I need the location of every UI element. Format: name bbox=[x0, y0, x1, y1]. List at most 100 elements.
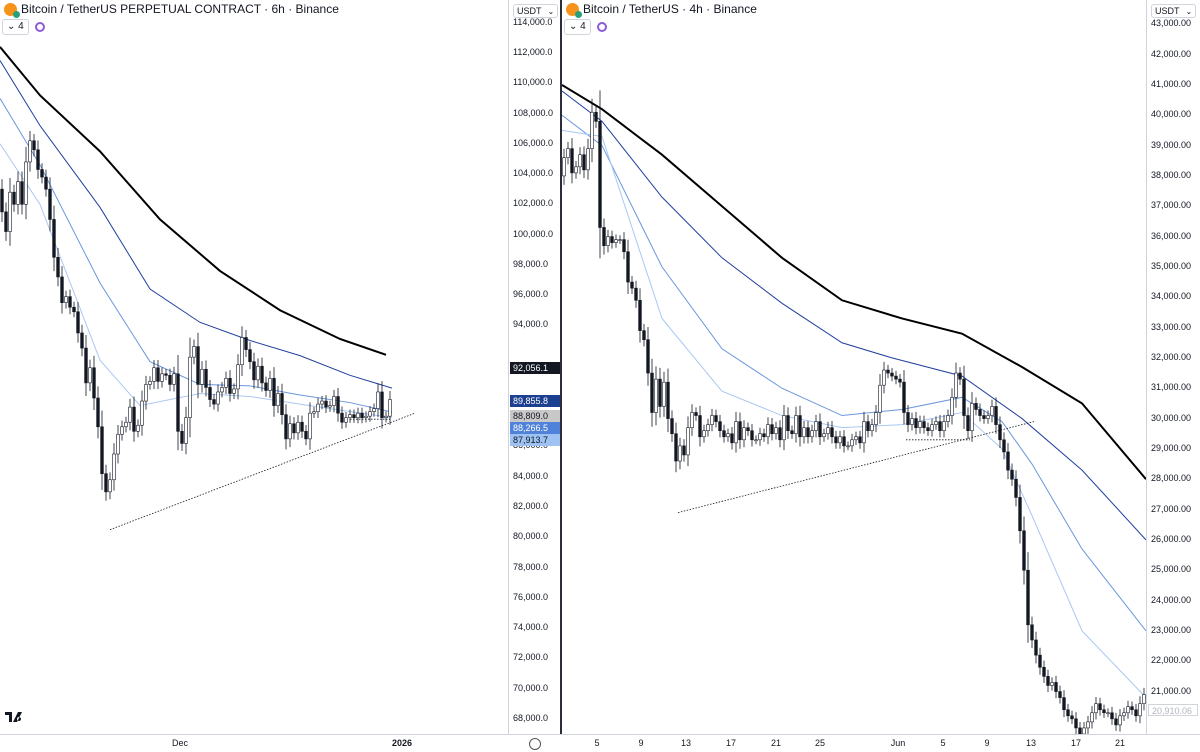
candle-body bbox=[1086, 721, 1090, 729]
candle-body bbox=[244, 337, 248, 350]
candle-body bbox=[168, 375, 172, 385]
candle-body bbox=[862, 421, 866, 444]
candle-body bbox=[200, 368, 204, 385]
candle-body bbox=[296, 421, 300, 434]
candle-body bbox=[356, 412, 360, 418]
candle-body bbox=[324, 400, 328, 408]
candle-body bbox=[966, 415, 970, 431]
candle-body bbox=[84, 347, 88, 384]
candle-body bbox=[606, 236, 610, 246]
pane-divider[interactable] bbox=[560, 0, 562, 751]
moving-average-line bbox=[562, 84, 1146, 480]
time-tick-label: 5 bbox=[594, 738, 600, 748]
candle-body bbox=[630, 281, 634, 289]
indicators-toggle[interactable]: ⌄ 4 bbox=[2, 19, 29, 35]
candle-body bbox=[990, 406, 994, 416]
price-tick-label: 98,000.0 bbox=[513, 258, 549, 269]
candle-body bbox=[176, 373, 180, 432]
time-tick-label: 2026 bbox=[391, 738, 413, 748]
candle-body bbox=[1142, 694, 1146, 704]
candle-body bbox=[360, 412, 364, 418]
moving-average-line bbox=[0, 143, 393, 418]
candle-body bbox=[232, 388, 236, 394]
candle-body bbox=[666, 381, 670, 419]
candle-body bbox=[1098, 703, 1102, 711]
candle-body bbox=[866, 421, 870, 431]
right-chart-canvas[interactable] bbox=[562, 0, 1146, 734]
candle-body bbox=[112, 453, 116, 481]
left-chart-canvas[interactable] bbox=[0, 0, 508, 734]
right-unit-selector[interactable]: USDT ⌄ bbox=[1151, 4, 1197, 18]
price-tick-label: 80,000.0 bbox=[513, 531, 549, 542]
candle-body bbox=[562, 157, 566, 177]
price-tick-label: 76,000.0 bbox=[513, 591, 549, 602]
candle-body bbox=[236, 364, 240, 390]
candle-body bbox=[690, 412, 694, 428]
time-tick-label: 25 bbox=[814, 738, 826, 748]
trendline[interactable] bbox=[677, 421, 1035, 513]
replay-icon[interactable] bbox=[596, 22, 607, 32]
price-tick-label: 100,000.0 bbox=[513, 228, 554, 239]
candle-body bbox=[814, 421, 818, 431]
candle-body bbox=[602, 227, 606, 246]
time-tick-label: 21 bbox=[770, 738, 782, 748]
candle-body bbox=[846, 445, 850, 448]
candle-body bbox=[830, 427, 834, 438]
price-tick-label: 102,000.0 bbox=[513, 198, 554, 209]
candle-body bbox=[746, 427, 750, 431]
time-axis[interactable]: Dec 2026 5 9 13 17 21 25 Jun 5 9 13 17 21 bbox=[0, 734, 1200, 752]
candle-body bbox=[208, 387, 212, 400]
candle-body bbox=[152, 367, 156, 382]
candle-body bbox=[646, 339, 650, 374]
candle-body bbox=[60, 276, 64, 303]
candle-body bbox=[192, 346, 196, 358]
candle-body bbox=[316, 403, 320, 412]
replay-icon[interactable] bbox=[34, 22, 45, 32]
left-price-scale[interactable]: USDT ⌄ 68,000.0 70,000.0 72,000.0 74,000.0 76… bbox=[508, 0, 563, 751]
candle-body bbox=[886, 369, 890, 374]
right-price-scale[interactable]: USDT ⌄ 21,000.00 22,000.00 23,000.00 24,000.… bbox=[1146, 0, 1200, 751]
candle-body bbox=[40, 169, 44, 178]
price-tick-label: 21,000.00 bbox=[1151, 685, 1192, 696]
trendline[interactable] bbox=[109, 412, 416, 531]
candle-body bbox=[252, 361, 256, 381]
price-tick-label: 22,000.00 bbox=[1151, 655, 1192, 666]
indicator-count: 4 bbox=[18, 21, 24, 32]
candle-body bbox=[1054, 682, 1058, 692]
right-chart-title[interactable]: Bitcoin / TetherUS · 4h · Binance bbox=[583, 2, 757, 16]
candle-body bbox=[164, 373, 168, 376]
candle-body bbox=[1066, 709, 1070, 717]
candle-body bbox=[196, 346, 200, 385]
candle-body bbox=[284, 414, 288, 440]
candle-body bbox=[372, 408, 376, 412]
candle-body bbox=[922, 421, 926, 428]
candle-body bbox=[682, 445, 686, 456]
tradingview-logo-icon[interactable] bbox=[4, 708, 26, 724]
time-tick-label: 5 bbox=[940, 738, 946, 748]
candle-body bbox=[76, 311, 80, 334]
candle-body bbox=[1094, 703, 1098, 714]
candle-body bbox=[726, 433, 730, 438]
left-chart-title[interactable]: Bitcoin / TetherUS PERPETUAL CONTRACT · … bbox=[21, 2, 339, 16]
candle-body bbox=[240, 337, 244, 366]
price-tick-label: 40,000.00 bbox=[1151, 109, 1192, 120]
time-tick-label: Jun bbox=[890, 738, 906, 748]
right-chart-pane[interactable]: Bitcoin / TetherUS · 4h · Binance ⌄ 4 bbox=[562, 0, 1146, 751]
candle-body bbox=[970, 403, 974, 431]
candle-body bbox=[790, 430, 794, 435]
candle-body bbox=[934, 421, 938, 425]
price-tick-label: 38,000.00 bbox=[1151, 169, 1192, 180]
candle-body bbox=[902, 381, 906, 413]
left-unit-selector[interactable]: USDT ⌄ bbox=[513, 4, 559, 18]
candle-body bbox=[104, 473, 108, 493]
price-tick-label: 70,000.0 bbox=[513, 682, 549, 693]
indicators-toggle[interactable]: ⌄ 4 bbox=[564, 19, 591, 35]
candle-body bbox=[582, 154, 586, 171]
candle-body bbox=[826, 427, 830, 435]
bitcoin-coin-icon bbox=[4, 2, 20, 18]
candle-body bbox=[52, 219, 56, 258]
left-chart-pane[interactable]: Bitcoin / TetherUS PERPETUAL CONTRACT · … bbox=[0, 0, 508, 751]
settings-gear-icon[interactable] bbox=[529, 738, 541, 750]
left-indicator-row: ⌄ 4 bbox=[2, 19, 45, 35]
candle-body bbox=[982, 415, 986, 419]
